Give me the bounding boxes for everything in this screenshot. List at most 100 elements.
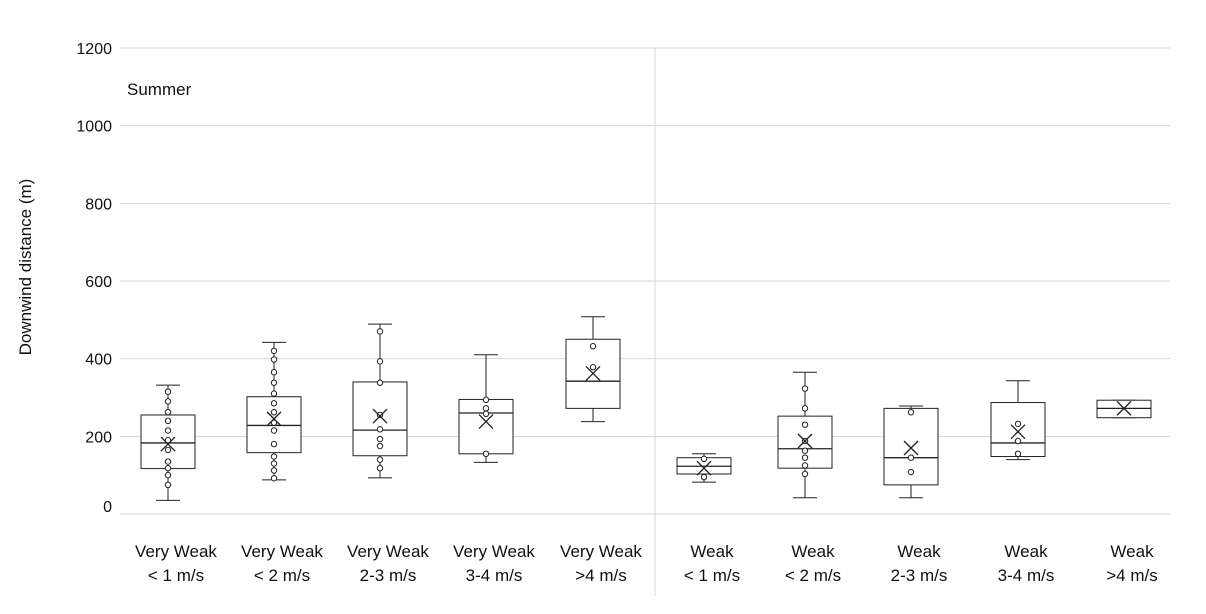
box-group xyxy=(990,380,1046,461)
category-label-line1: Very Weak xyxy=(347,542,429,561)
category-label-line2: < 2 m/s xyxy=(785,566,841,585)
data-point xyxy=(376,456,384,463)
box-group xyxy=(458,354,514,463)
category-label-line2: >4 m/s xyxy=(1106,566,1158,585)
category-label-line2: 2-3 m/s xyxy=(360,566,417,585)
category-label-line1: Weak xyxy=(791,542,835,561)
data-point xyxy=(801,405,809,412)
data-point xyxy=(376,464,384,472)
data-point xyxy=(376,328,384,335)
box-group xyxy=(352,323,408,479)
mean-marker xyxy=(1116,400,1132,416)
data-point xyxy=(700,455,708,463)
data-point xyxy=(270,427,278,434)
y-tick-label: 400 xyxy=(85,352,112,369)
category-label-line2: < 1 m/s xyxy=(684,566,740,585)
y-tick-label: 800 xyxy=(85,196,112,213)
mean-marker xyxy=(160,436,176,452)
data-point xyxy=(801,470,809,478)
data-point xyxy=(270,347,278,355)
data-point xyxy=(801,447,809,454)
y-tick-label: 1200 xyxy=(76,41,112,58)
category-label-line1: Very Weak xyxy=(560,542,642,561)
data-point xyxy=(270,409,278,416)
data-point xyxy=(589,364,597,371)
data-point xyxy=(164,437,172,444)
data-point xyxy=(907,468,915,476)
x-axis-labels: Very Weak < 1 m/s Very Weak < 2 m/s Very Wea… xyxy=(135,542,1158,585)
data-point xyxy=(270,379,278,386)
data-point xyxy=(164,481,172,489)
data-point xyxy=(376,426,384,433)
box-group xyxy=(1096,399,1152,419)
category-label-line1: Weak xyxy=(1110,542,1154,561)
data-point xyxy=(589,343,597,350)
data-point xyxy=(270,440,278,448)
data-point xyxy=(801,421,809,428)
data-point xyxy=(270,475,278,482)
data-point xyxy=(164,464,172,472)
mean-marker xyxy=(266,411,282,427)
data-point xyxy=(164,417,172,424)
data-point xyxy=(1014,450,1022,458)
mean-marker xyxy=(903,440,919,456)
data-point xyxy=(801,454,809,461)
grid-lines xyxy=(120,47,1170,596)
data-point xyxy=(907,454,915,461)
data-point xyxy=(376,435,384,443)
data-point xyxy=(801,462,809,469)
box xyxy=(990,402,1046,458)
data-point xyxy=(270,390,278,397)
data-point xyxy=(164,388,172,395)
box-group xyxy=(140,384,196,501)
mean-marker xyxy=(797,433,813,449)
data-point xyxy=(164,471,172,479)
category-label-line2: 2-3 m/s xyxy=(891,566,948,585)
data-point xyxy=(164,458,172,465)
data-point xyxy=(164,398,172,405)
y-tick-label: 200 xyxy=(85,429,112,446)
data-point xyxy=(482,450,490,458)
y-tick-label: 0 xyxy=(103,499,112,516)
category-label-line1: Weak xyxy=(897,542,941,561)
mean-marker xyxy=(372,408,388,424)
data-point xyxy=(270,369,278,376)
category-label-line1: Very Weak xyxy=(241,542,323,561)
data-point xyxy=(907,409,915,416)
category-label-line2: < 1 m/s xyxy=(148,566,204,585)
mean-marker xyxy=(1010,424,1026,440)
data-point xyxy=(376,379,384,386)
data-point xyxy=(376,411,384,419)
category-label-line2: 3-4 m/s xyxy=(466,566,523,585)
data-point xyxy=(270,467,278,474)
data-point xyxy=(164,446,172,454)
data-point xyxy=(270,356,278,363)
y-axis-title: Downwind distance (m) xyxy=(16,179,35,356)
data-point xyxy=(482,410,490,418)
category-label-line1: Very Weak xyxy=(453,542,535,561)
data-point xyxy=(482,405,490,412)
mean-marker xyxy=(585,365,601,381)
mean-marker xyxy=(696,460,712,476)
data-point xyxy=(164,427,172,434)
data-point xyxy=(1014,437,1022,445)
box-group xyxy=(777,371,833,499)
data-point xyxy=(376,358,384,365)
data-point xyxy=(376,442,384,450)
data-point xyxy=(482,396,490,404)
data-point xyxy=(270,400,278,407)
data-point xyxy=(1014,420,1022,428)
box-group xyxy=(246,341,302,482)
y-tick-label: 1000 xyxy=(76,119,112,136)
box-group xyxy=(565,316,621,423)
category-label-line1: Very Weak xyxy=(135,542,217,561)
box-series xyxy=(140,316,1152,501)
data-point xyxy=(164,409,172,416)
category-label-line2: 3-4 m/s xyxy=(998,566,1055,585)
y-axis-ticks: 0 200 400 600 800 1000 1200 xyxy=(76,41,112,516)
data-point xyxy=(270,419,278,426)
data-point xyxy=(270,460,278,467)
panel-label: Summer xyxy=(127,80,192,99)
box-group xyxy=(676,453,732,483)
